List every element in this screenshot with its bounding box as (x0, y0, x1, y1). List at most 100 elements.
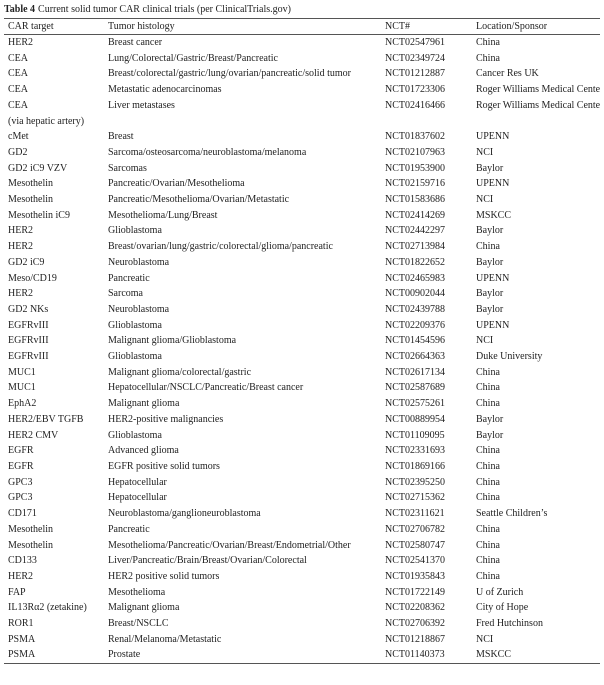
table-body: HER2 Breast cancer NCT02547961 China CEA Lung… (4, 35, 600, 664)
table-cell: FAP (8, 586, 26, 598)
table-cell: NCT01109095 (385, 429, 445, 441)
table-row: IL13Rα2 (zetakine) Malignant glioma NCT022… (4, 600, 600, 616)
table-cell: Mesothelin (8, 194, 53, 206)
table-cell: NCT02706782 (385, 523, 445, 535)
table-cell: Mesothelin (8, 523, 53, 535)
table-cell: NCT01218867 (385, 633, 445, 645)
table-cell: NCT01140373 (385, 649, 445, 661)
table-cell: NCT01837602 (385, 131, 445, 143)
table-cell: HER2 (8, 241, 33, 253)
table-cell: Mesothelioma/Pancreatic/Ovarian/Breast/E… (108, 539, 351, 551)
table-cell: Mesothelioma/Lung/Breast (108, 209, 218, 221)
table-cell: CEA (8, 68, 28, 80)
table-cell: GD2 (8, 146, 28, 158)
table-cell: Roger Williams Medical Center (476, 84, 600, 96)
table-cell: EGFR (8, 460, 34, 472)
table-cell: Renal/Melanoma/Metastatic (108, 633, 222, 645)
table-cell: cMet (8, 131, 29, 143)
table-cell: Neuroblastoma (108, 256, 170, 268)
table-cell: Mesothelioma (108, 586, 166, 598)
table-row: CD133 Liver/Pancreatic/Brain/Breast/Ovari… (4, 553, 600, 569)
table-cell: China (476, 539, 500, 551)
table-cell: CD133 (8, 555, 37, 567)
table-row: Mesothelin Pancreatic/Ovarian/Mesotheliom… (4, 176, 600, 192)
table-cell: City of Hope (476, 602, 529, 614)
table-row: HER2 Breast cancer NCT02547961 China (4, 35, 600, 51)
table-cell: China (476, 460, 500, 472)
table-cell: (via hepatic artery) (8, 115, 85, 127)
table-cell: NCT02664363 (385, 351, 445, 363)
table-cell: IL13Rα2 (zetakine) (8, 602, 87, 614)
table-row: HER2/EBV TGFB HER2-positive malignancies N… (4, 412, 600, 428)
table-cell: NCT00889954 (385, 413, 445, 425)
table-cell: NCI (476, 335, 494, 347)
table-cell: Baylor (476, 225, 504, 237)
table-cell: China (476, 382, 500, 394)
empty-cell (104, 114, 381, 130)
table-cell: NCT02442297 (385, 225, 445, 237)
table-row: CEA Breast/colorectal/gastric/lung/ovaria… (4, 66, 600, 82)
table-cell: U of Zurich (476, 586, 524, 598)
table-header: CAR target Tumor histology NCT# Location/Sp… (4, 18, 600, 35)
table-cell: Roger Williams Medical Center (476, 99, 600, 111)
table-row: EGFRvIII Malignant glioma/Glioblastoma NCT… (4, 333, 600, 349)
table-cell: Glioblastoma (108, 351, 162, 363)
table-row: CEA Lung/Colorectal/Gastric/Breast/Pancre… (4, 51, 600, 67)
table-row: cMet Breast NCT01837602 UPENN (4, 129, 600, 145)
table-cell: NCT02547961 (385, 37, 445, 48)
table-cell: HER2 CMV (8, 429, 59, 441)
table-row: GPC3 Hepatocellular NCT02395250 China (4, 475, 600, 491)
table-cell: NCT02414269 (385, 209, 445, 221)
table-cell: Pancreatic (108, 523, 150, 535)
table-cell: NCT02208362 (385, 602, 445, 614)
table-row: GPC3 Hepatocellular NCT02715362 China (4, 490, 600, 506)
table-row: EphA2 Malignant glioma NCT02575261 China (4, 396, 600, 412)
table-cell: Prostate (108, 649, 141, 661)
table-cell: Mesothelin (8, 539, 53, 551)
table-cell: NCT02107963 (385, 146, 445, 158)
table-cell: China (476, 555, 500, 567)
table-cell: NCT01869166 (385, 460, 445, 472)
table-cell: NCT01822652 (385, 256, 445, 268)
table-cell: Baylor (476, 413, 504, 425)
table-cell: China (476, 398, 500, 410)
table-row: HER2 Breast/ovarian/lung/gastric/colorect… (4, 239, 600, 255)
table-cell: Malignant glioma/colorectal/gastric (108, 366, 252, 378)
table-cell: NCI (476, 633, 494, 645)
table-cell: China (476, 37, 500, 48)
table-cell: NCT02395250 (385, 476, 445, 488)
table-cell: Sarcomas (108, 162, 147, 174)
table-cell: NCT02715362 (385, 492, 445, 504)
table-row: FAP Mesothelioma NCT01722149 U of Zurich (4, 585, 600, 601)
header-cell: Location/Sponsor (476, 21, 548, 32)
table-cell: NCT01722149 (385, 586, 445, 598)
table-row: EGFRvIII Glioblastoma NCT02664363 Duke Univ… (4, 349, 600, 365)
table-row: Meso/CD19 Pancreatic NCT02465983 UPENN (4, 271, 600, 287)
table-cell: China (476, 523, 500, 535)
table-cell: EGFRvIII (8, 335, 49, 347)
table-cell: Glioblastoma (108, 225, 162, 237)
header-cell: Tumor histology (108, 21, 175, 32)
table-row: PSMA Renal/Melanoma/Metastatic NCT01218867… (4, 632, 600, 648)
table-cell: Hepatocellular (108, 476, 167, 488)
table-cell: NCT02541370 (385, 555, 445, 567)
table-cell: GD2 NKs (8, 303, 49, 315)
table-row: CEA Liver metastases NCT02416466 Roger Will… (4, 98, 600, 114)
header-cell: NCT# (385, 21, 410, 32)
table-cell: HER2-positive malignancies (108, 413, 224, 425)
table-cell: Breast (108, 131, 134, 143)
table-cell: Neuroblastoma/ganglioneuroblastoma (108, 508, 261, 520)
table-row: HER2 Glioblastoma NCT02442297 Baylor (4, 223, 600, 239)
table-cell: NCT02159716 (385, 178, 445, 190)
empty-cell (472, 114, 600, 130)
table-row: GD2 Sarcoma/osteosarcoma/neuroblastoma/me… (4, 145, 600, 161)
table-cell: Mesothelin iC9 (8, 209, 70, 221)
table-cell: PSMA (8, 649, 36, 661)
table-cell: Malignant glioma/Glioblastoma (108, 335, 237, 347)
table-cell: UPENN (476, 131, 510, 143)
table-cell: Pancreatic (108, 272, 150, 284)
table-row: Mesothelin Pancreatic NCT02706782 China (4, 522, 600, 538)
table-cell: NCT02465983 (385, 272, 445, 284)
table-cell: UPENN (476, 178, 510, 190)
table-cell: MUC1 (8, 382, 36, 394)
